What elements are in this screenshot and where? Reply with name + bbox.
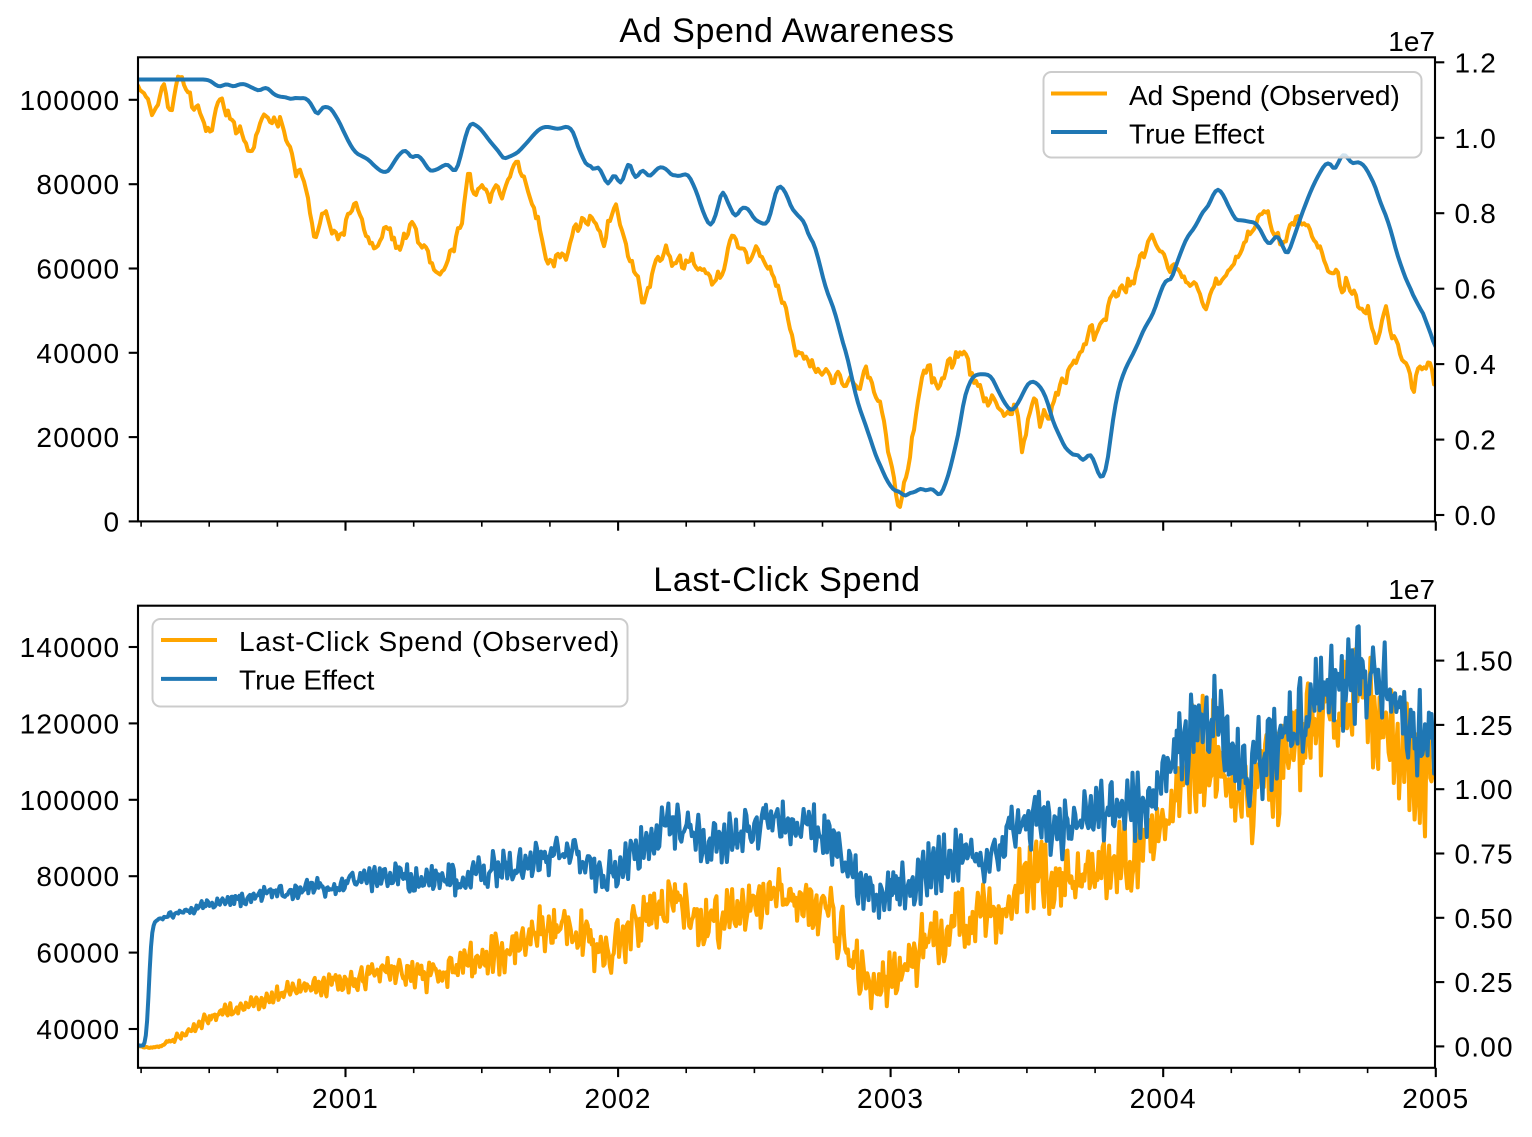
svg-text:0.8: 0.8: [1455, 198, 1498, 229]
svg-text:60000: 60000: [36, 938, 120, 969]
svg-text:80000: 80000: [36, 861, 120, 892]
svg-text:100000: 100000: [20, 785, 121, 816]
svg-text:2003: 2003: [857, 1083, 924, 1114]
svg-text:0.00: 0.00: [1455, 1031, 1514, 1062]
svg-text:60000: 60000: [36, 254, 120, 285]
svg-text:2004: 2004: [1130, 1083, 1197, 1114]
svg-text:0.0: 0.0: [1455, 500, 1498, 531]
svg-text:40000: 40000: [36, 1014, 120, 1045]
svg-text:0.25: 0.25: [1455, 967, 1514, 998]
svg-text:0: 0: [104, 506, 121, 537]
svg-text:Last-Click Spend: Last-Click Spend: [653, 561, 920, 599]
svg-text:140000: 140000: [20, 632, 121, 663]
svg-text:20000: 20000: [36, 422, 120, 453]
svg-text:2005: 2005: [1402, 1083, 1469, 1114]
svg-text:Last-Click Spend (Observed): Last-Click Spend (Observed): [239, 626, 620, 657]
svg-text:120000: 120000: [20, 708, 121, 739]
svg-text:2002: 2002: [585, 1083, 652, 1114]
svg-text:0.2: 0.2: [1455, 425, 1498, 456]
svg-text:2001: 2001: [312, 1083, 379, 1114]
svg-text:1.00: 1.00: [1455, 774, 1514, 805]
svg-text:1.0: 1.0: [1455, 123, 1498, 154]
svg-text:1e7: 1e7: [1388, 574, 1435, 605]
svg-text:1e7: 1e7: [1388, 26, 1435, 57]
svg-text:True Effect: True Effect: [1129, 119, 1265, 150]
svg-text:0.75: 0.75: [1455, 839, 1514, 870]
svg-text:Ad Spend Awareness: Ad Spend Awareness: [619, 12, 954, 50]
svg-text:1.25: 1.25: [1455, 710, 1514, 741]
svg-text:40000: 40000: [36, 338, 120, 369]
svg-text:Ad Spend (Observed): Ad Spend (Observed): [1129, 80, 1400, 111]
svg-text:0.50: 0.50: [1455, 903, 1514, 934]
svg-text:0.4: 0.4: [1455, 349, 1498, 380]
svg-text:1.2: 1.2: [1455, 47, 1498, 78]
svg-text:100000: 100000: [20, 85, 121, 116]
svg-text:True Effect: True Effect: [239, 665, 375, 696]
svg-text:80000: 80000: [36, 169, 120, 200]
svg-text:1.50: 1.50: [1455, 646, 1514, 677]
svg-text:0.6: 0.6: [1455, 274, 1498, 305]
